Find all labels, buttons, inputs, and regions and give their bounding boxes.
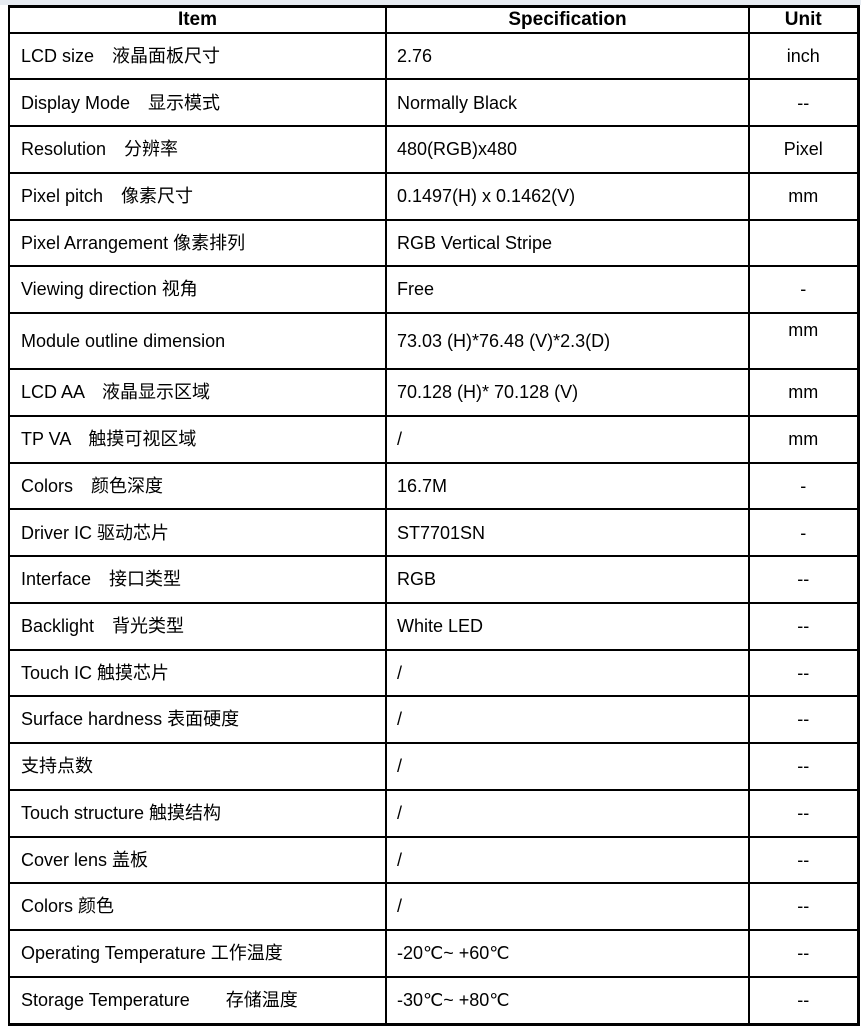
item-cell: Touch structure 触摸结构 xyxy=(8,788,387,838)
spec-cell: RGB Vertical Stripe xyxy=(385,218,750,268)
spec-cell: / xyxy=(385,742,750,791)
unit-cell xyxy=(748,218,859,268)
unit-cell: mm xyxy=(748,171,859,221)
unit-cell: -- xyxy=(748,555,859,604)
table-row: Driver IC 驱动芯片 ST7701SN - xyxy=(8,508,859,558)
table-row: Colors 颜色 / -- xyxy=(8,882,859,931)
item-cell: LCD size 液晶面板尺寸 xyxy=(8,31,387,81)
table-row: Module outline dimension 73.03 (H)*76.48 … xyxy=(8,312,859,371)
unit-cell: -- xyxy=(748,975,859,1026)
column-header-unit: Unit xyxy=(748,5,859,34)
unit-cell: mm xyxy=(748,415,859,464)
item-cell: Colors 颜色 xyxy=(8,882,387,931)
item-cell: Backlight 背光类型 xyxy=(8,601,387,651)
table-row: LCD AA 液晶显示区域 70.128 (H)* 70.128 (V) mm xyxy=(8,368,859,418)
table-row: Operating Temperature 工作温度 -20℃~ +60℃ -- xyxy=(8,928,859,978)
spec-cell: / xyxy=(385,835,750,885)
table-row: Surface hardness 表面硬度 / -- xyxy=(8,695,859,745)
unit-cell: -- xyxy=(748,928,859,978)
header-row: Item Specification Unit xyxy=(8,5,859,34)
item-cell: Viewing direction 视角 xyxy=(8,265,387,315)
table-row: Colors 颜色深度 16.7M - xyxy=(8,461,859,511)
table-row: Viewing direction 视角 Free - xyxy=(8,265,859,315)
unit-cell: inch xyxy=(748,31,859,81)
item-cell: Display Mode 显示模式 xyxy=(8,78,387,128)
table-row: Storage Temperature 存储温度 -30℃~ +80℃ -- xyxy=(8,975,859,1026)
unit-cell: -- xyxy=(748,835,859,885)
table-row: Cover lens 盖板 / -- xyxy=(8,835,859,885)
item-cell: Touch IC 触摸芯片 xyxy=(8,648,387,698)
table-row: TP VA 触摸可视区域 / mm xyxy=(8,415,859,464)
item-cell: Operating Temperature 工作温度 xyxy=(8,928,387,978)
spec-cell: Normally Black xyxy=(385,78,750,128)
table-row: Interface 接口类型 RGB -- xyxy=(8,555,859,604)
table-row: Display Mode 显示模式 Normally Black -- xyxy=(8,78,859,128)
spec-cell: 2.76 xyxy=(385,31,750,81)
spec-cell: 73.03 (H)*76.48 (V)*2.3(D) xyxy=(385,312,750,371)
unit-cell: -- xyxy=(748,788,859,838)
column-header-item: Item xyxy=(8,5,387,34)
table-row: Resolution 分辨率 480(RGB)x480 Pixel xyxy=(8,125,859,174)
spec-cell: -20℃~ +60℃ xyxy=(385,928,750,978)
table-row: LCD size 液晶面板尺寸 2.76 inch xyxy=(8,31,859,81)
item-cell: Module outline dimension xyxy=(8,312,387,371)
unit-cell: - xyxy=(748,265,859,315)
item-cell: Cover lens 盖板 xyxy=(8,835,387,885)
table-row: Backlight 背光类型 White LED -- xyxy=(8,601,859,651)
unit-cell: -- xyxy=(748,742,859,791)
unit-cell: - xyxy=(748,461,859,511)
spec-cell: White LED xyxy=(385,601,750,651)
table-row: Touch structure 触摸结构 / -- xyxy=(8,788,859,838)
table-row: Touch IC 触摸芯片 / -- xyxy=(8,648,859,698)
unit-cell: - xyxy=(748,508,859,558)
item-cell: TP VA 触摸可视区域 xyxy=(8,415,387,464)
top-strip xyxy=(0,0,861,5)
spec-cell: 16.7M xyxy=(385,461,750,511)
unit-cell: mm xyxy=(748,368,859,418)
table-row: Pixel pitch 像素尺寸 0.1497(H) x 0.1462(V) mm xyxy=(8,171,859,221)
spec-cell: 0.1497(H) x 0.1462(V) xyxy=(385,171,750,221)
item-cell: Resolution 分辨率 xyxy=(8,125,387,174)
unit-cell: -- xyxy=(748,882,859,931)
spec-cell: / xyxy=(385,788,750,838)
lcd-specification-table: Item Specification Unit LCD size 液晶面板尺寸 2… xyxy=(8,5,860,1026)
spec-cell: Free xyxy=(385,265,750,315)
unit-cell: -- xyxy=(748,695,859,745)
unit-cell: -- xyxy=(748,601,859,651)
unit-cell: Pixel xyxy=(748,125,859,174)
spec-cell: RGB xyxy=(385,555,750,604)
table-body: LCD size 液晶面板尺寸 2.76 inch Display Mode 显示模式… xyxy=(8,31,859,1026)
table-row: 支持点数 / -- xyxy=(8,742,859,791)
spec-cell: / xyxy=(385,648,750,698)
item-cell: Pixel Arrangement 像素排列 xyxy=(8,218,387,268)
unit-cell: -- xyxy=(748,648,859,698)
spec-cell: 480(RGB)x480 xyxy=(385,125,750,174)
item-cell: LCD AA 液晶显示区域 xyxy=(8,368,387,418)
spec-cell: / xyxy=(385,415,750,464)
spec-cell: -30℃~ +80℃ xyxy=(385,975,750,1026)
item-cell: Pixel pitch 像素尺寸 xyxy=(8,171,387,221)
item-cell: Colors 颜色深度 xyxy=(8,461,387,511)
item-cell: Driver IC 驱动芯片 xyxy=(8,508,387,558)
spec-cell: ST7701SN xyxy=(385,508,750,558)
unit-cell: mm xyxy=(748,312,859,371)
item-cell: Storage Temperature 存储温度 xyxy=(8,975,387,1026)
spec-cell: 70.128 (H)* 70.128 (V) xyxy=(385,368,750,418)
column-header-specification: Specification xyxy=(385,5,750,34)
spec-cell: / xyxy=(385,882,750,931)
item-cell: 支持点数 xyxy=(8,742,387,791)
item-cell: Surface hardness 表面硬度 xyxy=(8,695,387,745)
table-row: Pixel Arrangement 像素排列 RGB Vertical Strip… xyxy=(8,218,859,268)
unit-cell: -- xyxy=(748,78,859,128)
item-cell: Interface 接口类型 xyxy=(8,555,387,604)
spec-cell: / xyxy=(385,695,750,745)
